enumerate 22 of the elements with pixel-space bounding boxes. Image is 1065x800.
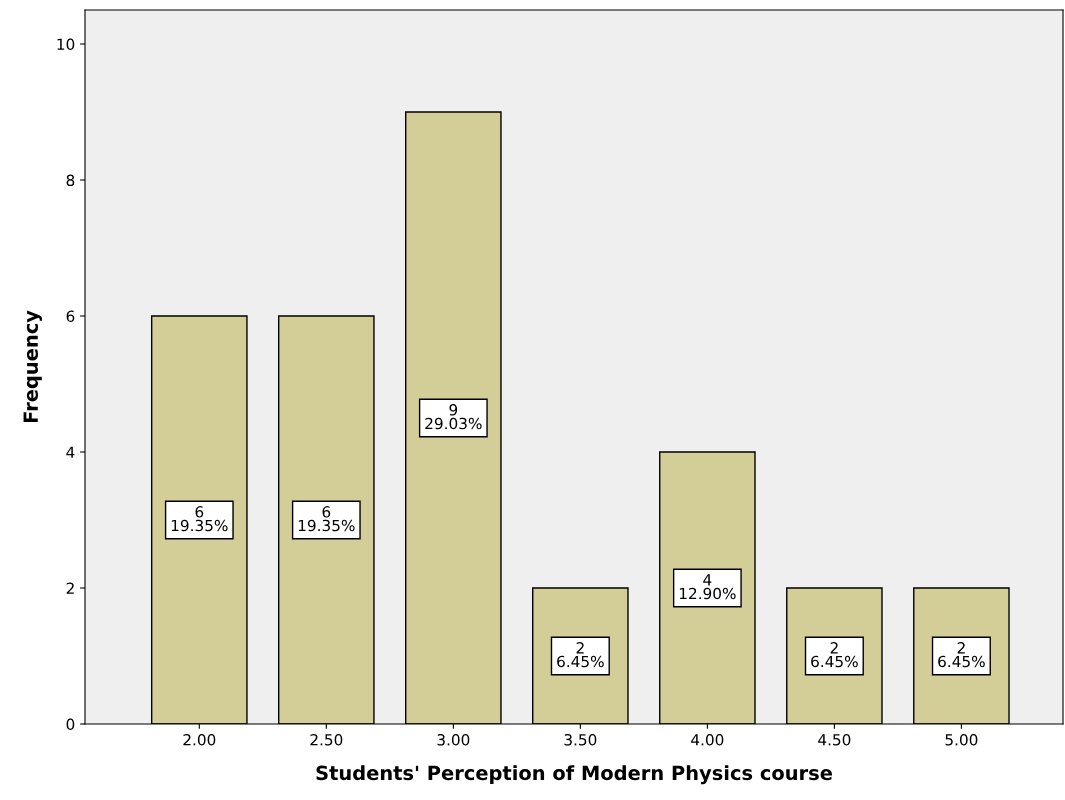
data-label: 2 6.45% [938, 642, 985, 668]
x-tick-label: 4.50 [818, 733, 851, 746]
data-label: 2 6.45% [557, 642, 604, 668]
x-tick-label: 3.00 [437, 733, 470, 746]
x-tick-label: 2.50 [310, 733, 343, 746]
data-label: 9 29.03% [425, 404, 482, 430]
y-tick-label: 6 [66, 310, 75, 323]
y-tick-label: 0 [66, 718, 75, 731]
y-axis-title: Frequency [23, 310, 42, 423]
y-tick-label: 4 [66, 446, 75, 458]
data-label: 6 19.35% [171, 506, 228, 532]
x-tick-label: 2.00 [183, 733, 216, 746]
x-tick-label: 3.50 [564, 733, 597, 746]
data-label: 4 12.90% [679, 574, 736, 600]
data-label: 2 6.45% [811, 642, 858, 668]
x-tick-label: 5.00 [945, 733, 978, 746]
y-tick-label: 2 [66, 582, 74, 594]
x-axis-title: Students' Perception of Modern Physics course [316, 765, 832, 785]
x-tick-label: 4.00 [691, 733, 724, 746]
data-label: 6 19.35% [298, 506, 355, 532]
y-tick-label: 10 [57, 38, 75, 51]
y-tick-label: 8 [66, 174, 75, 187]
